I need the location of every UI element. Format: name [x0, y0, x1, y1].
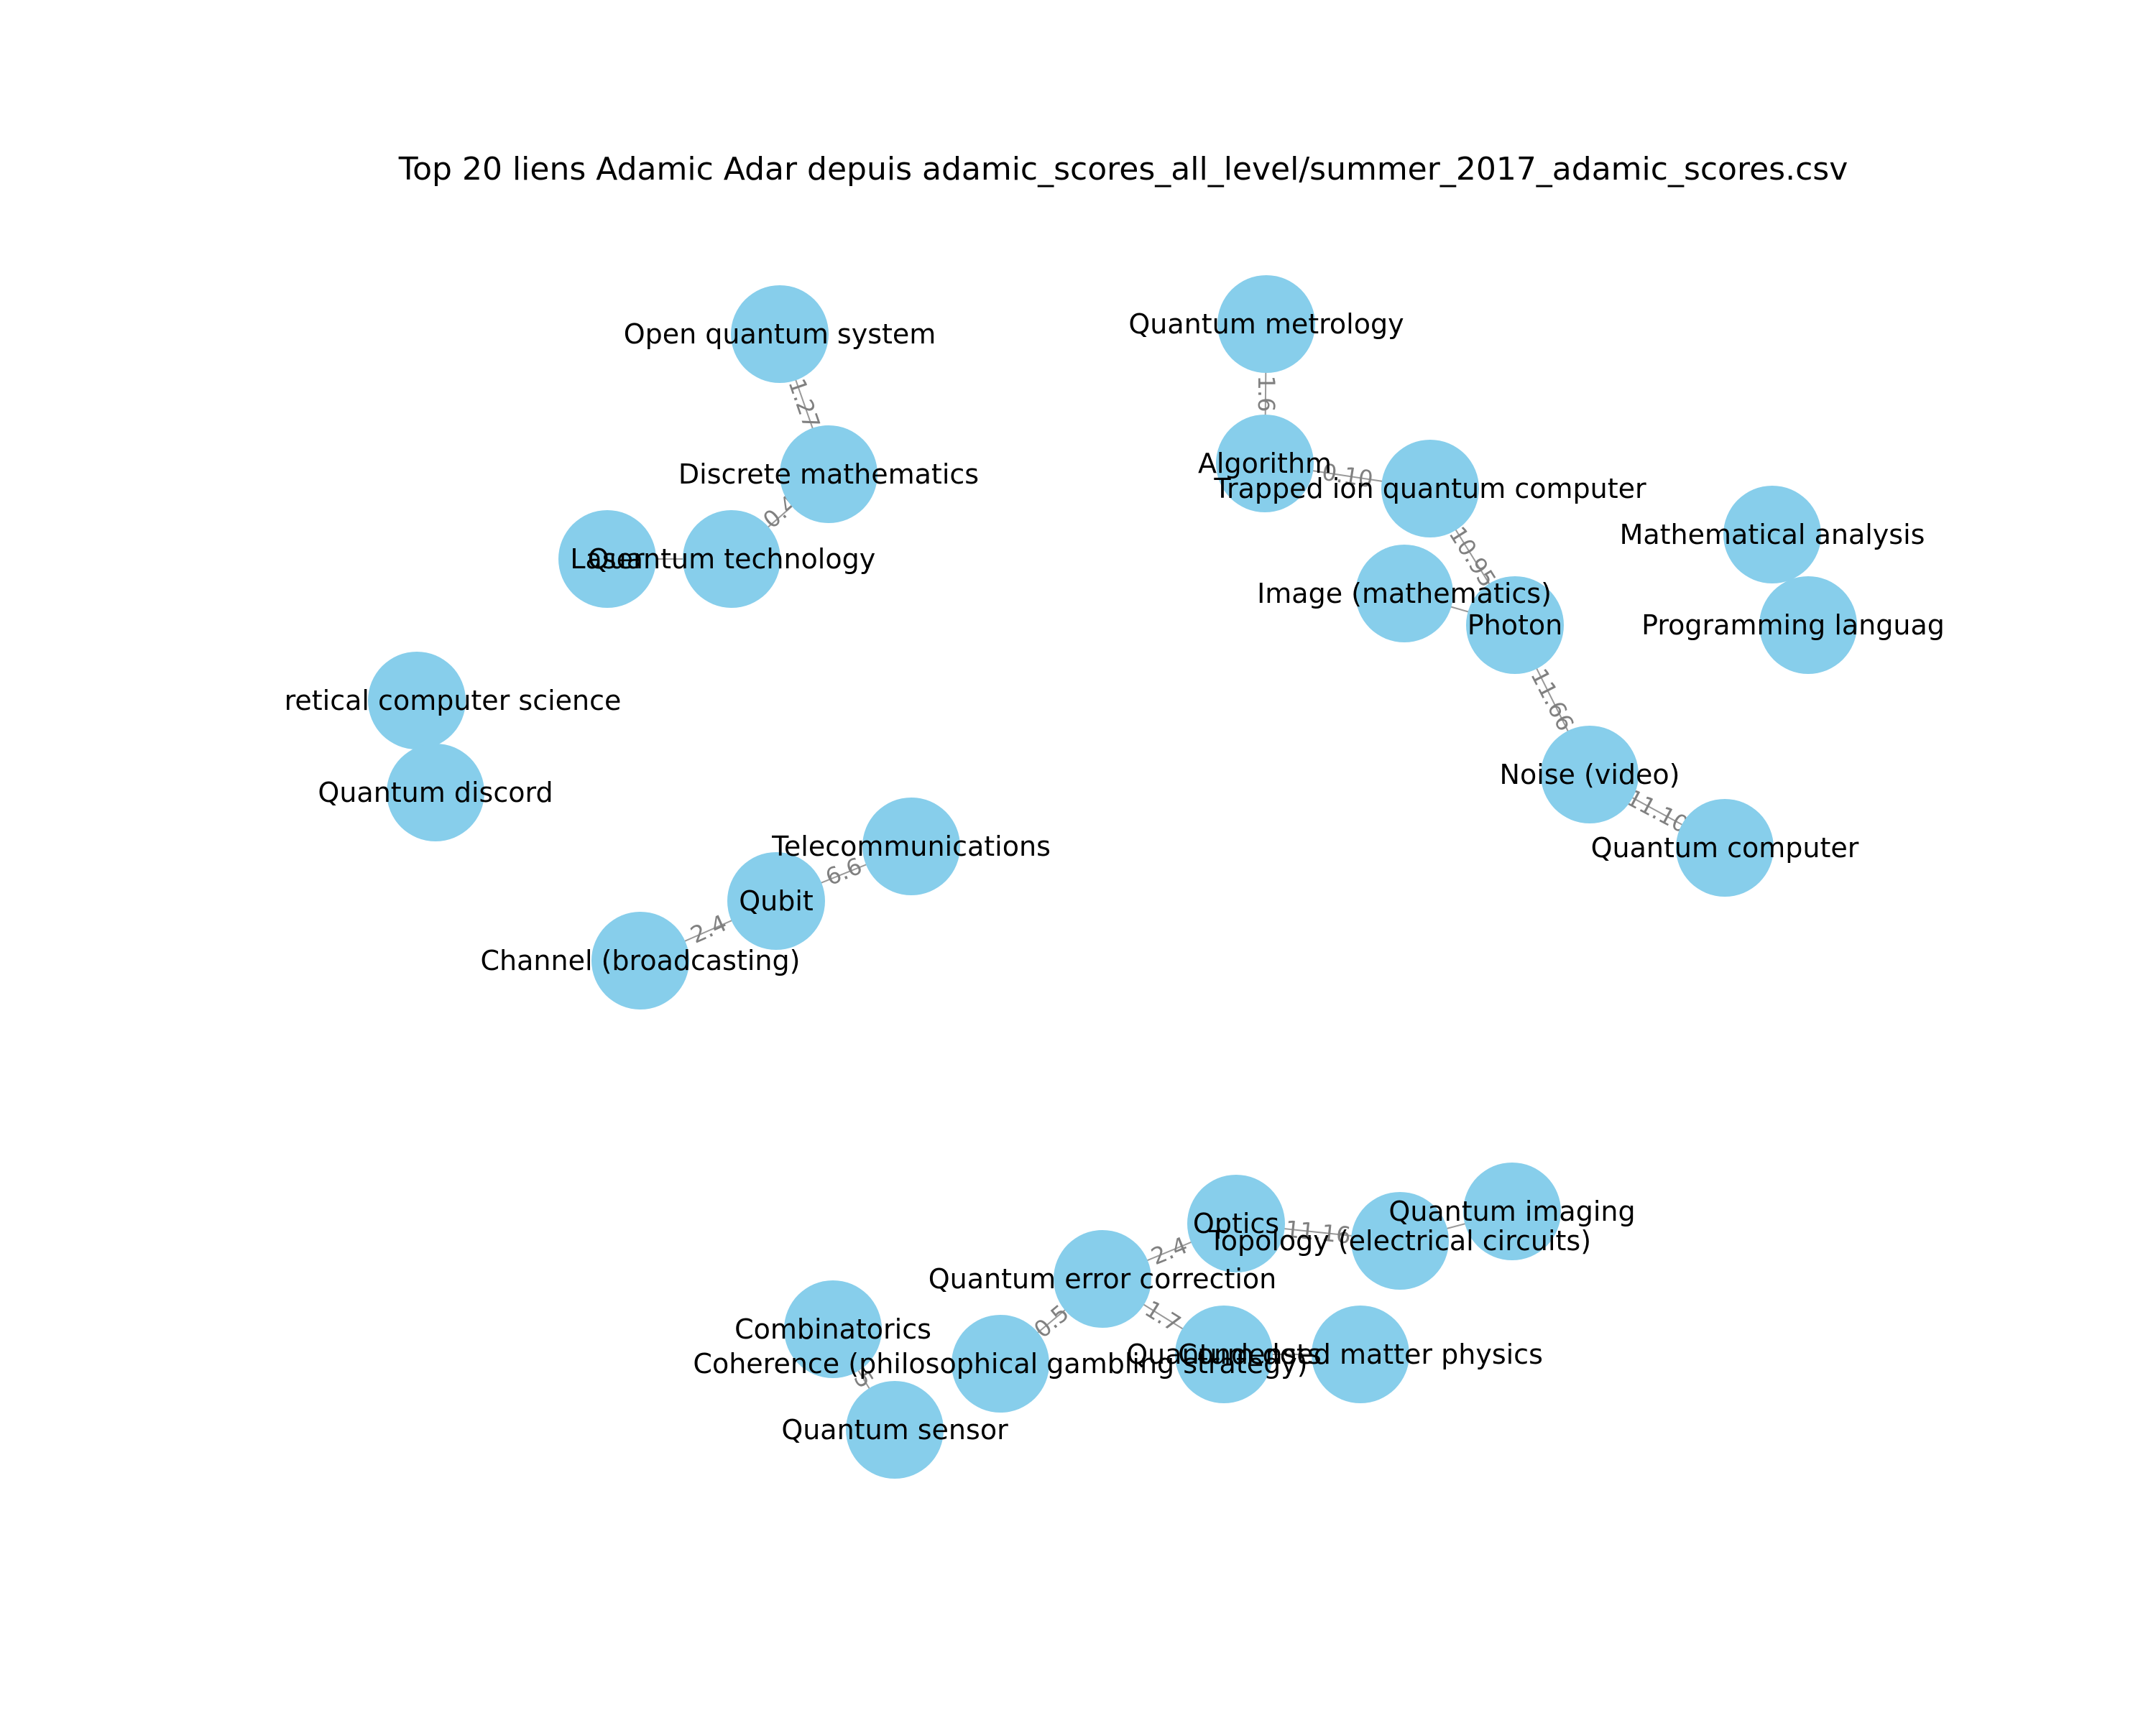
node-noise-video[interactable]	[1541, 726, 1639, 823]
nodes	[368, 275, 1857, 1479]
node-combinatorics[interactable]	[784, 1280, 882, 1378]
node-telecommunications[interactable]	[862, 798, 960, 895]
node-label-discrete-mathematics: Discrete mathematics	[678, 458, 979, 490]
edge-label-qec-qdots: 1.7	[1140, 1295, 1185, 1337]
node-quantum-error-correction[interactable]	[1054, 1230, 1151, 1328]
node-label-topology-circuits: Topology (electrical circuits)	[1208, 1225, 1591, 1257]
node-label-trapped-ion: Trapped ion quantum computer	[1213, 473, 1646, 504]
node-label-quantum-discord: Quantum discord	[318, 777, 553, 808]
node-label-programming-language: Programming languag	[1641, 609, 1945, 641]
node-coherence[interactable]	[952, 1315, 1049, 1413]
node-programming-language[interactable]	[1759, 576, 1857, 674]
node-label-photon: Photon	[1468, 609, 1562, 641]
node-quantum-technology[interactable]	[683, 510, 780, 608]
node-theoretical-cs[interactable]	[368, 652, 466, 749]
node-label-quantum-metrology: Quantum metrology	[1128, 308, 1404, 340]
node-label-quantum-technology: Quantum technology	[588, 543, 875, 575]
node-label-quantum-error-correction: Quantum error correction	[929, 1263, 1276, 1295]
edge-label-qm-alg: 1.6	[1253, 376, 1280, 412]
node-topology-circuits[interactable]	[1351, 1192, 1449, 1290]
node-label-open-quantum-system: Open quantum system	[624, 318, 936, 350]
node-labels: Open quantum system Discrete mathematics…	[285, 308, 1945, 1446]
node-label-channel-broadcasting: Channel (broadcasting)	[481, 945, 801, 976]
node-label-telecommunications: Telecommunications	[771, 831, 1051, 862]
node-label-qubit: Qubit	[739, 885, 814, 917]
chart-title: Top 20 liens Adamic Adar depuis adamic_s…	[398, 151, 1848, 188]
node-algorithm[interactable]	[1216, 415, 1314, 512]
node-label-coherence: Coherence (philosophical gambling strate…	[693, 1348, 1307, 1380]
node-label-quantum-computer: Quantum computer	[1591, 832, 1859, 864]
node-label-theoretical-cs: retical computer science	[285, 685, 622, 716]
node-optics[interactable]	[1187, 1175, 1285, 1272]
node-photon[interactable]	[1466, 576, 1564, 674]
node-discrete-mathematics[interactable]	[780, 425, 877, 523]
node-label-quantum-sensor: Quantum sensor	[781, 1414, 1008, 1446]
edge-label-qubit-chan: 2.4	[686, 909, 731, 948]
node-quantum-computer[interactable]	[1676, 799, 1774, 897]
node-quantum-metrology[interactable]	[1217, 275, 1315, 373]
node-label-optics: Optics	[1193, 1208, 1279, 1239]
node-label-algorithm: Algorithm	[1198, 448, 1332, 479]
node-quantum-sensor[interactable]	[846, 1381, 944, 1479]
node-image-mathematics[interactable]	[1355, 545, 1453, 642]
node-channel-broadcasting[interactable]	[591, 912, 689, 1009]
node-qubit[interactable]	[727, 852, 825, 950]
node-quantum-discord[interactable]	[387, 744, 484, 841]
edge-label-photon-noise: 11.66	[1525, 665, 1579, 736]
node-laser[interactable]	[558, 510, 656, 608]
node-label-condensed-matter: Condensed matter physics	[1178, 1339, 1543, 1370]
node-label-image-mathematics: Image (mathematics)	[1257, 578, 1552, 609]
node-condensed-matter[interactable]	[1312, 1306, 1409, 1403]
node-quantum-imaging[interactable]	[1463, 1163, 1561, 1260]
node-label-mathematical-analysis: Mathematical analysis	[1620, 519, 1925, 550]
node-label-combinatorics: Combinatorics	[734, 1313, 931, 1345]
edge-label-oqs-dm: 1.27	[783, 375, 825, 433]
node-mathematical-analysis[interactable]	[1723, 486, 1821, 583]
node-open-quantum-system[interactable]	[731, 285, 829, 383]
node-label-laser: Laser	[570, 543, 645, 575]
node-quantum-dots[interactable]	[1175, 1306, 1273, 1403]
node-trapped-ion[interactable]	[1381, 440, 1479, 537]
node-label-quantum-imaging: Quantum imaging	[1388, 1196, 1635, 1227]
node-label-noise-video: Noise (video)	[1500, 759, 1680, 790]
node-label-quantum-dots: Quantum dots	[1126, 1339, 1322, 1370]
